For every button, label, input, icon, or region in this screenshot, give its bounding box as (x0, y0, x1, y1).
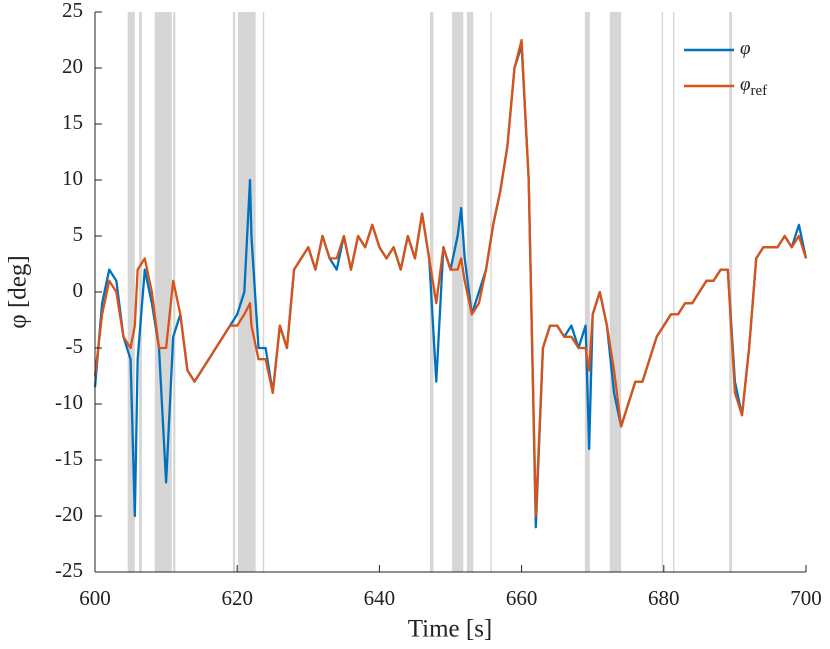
legend-label: φref (740, 74, 767, 99)
y-tick-label: 0 (73, 278, 84, 302)
y-tick-label: -20 (55, 502, 83, 526)
x-tick-label: 680 (648, 586, 680, 610)
shaded-region (262, 12, 265, 572)
legend-subscript: ref (751, 83, 768, 99)
legend-label: φ (740, 38, 751, 59)
y-tick-label: 20 (62, 54, 83, 78)
shaded-region (127, 12, 135, 572)
shaded-region (154, 12, 172, 572)
shaded-region (139, 12, 142, 572)
y-tick-label: 25 (62, 0, 83, 22)
x-tick-label: 600 (79, 586, 111, 610)
y-tick-label: -5 (66, 334, 84, 358)
series-line (93, 38, 808, 518)
x-axis-label: Time [s] (408, 616, 493, 643)
legend-name: φ (740, 38, 751, 59)
shaded-region (451, 12, 464, 572)
x-tick-label: 620 (221, 586, 253, 610)
shaded-region (584, 12, 590, 572)
y-axis-label: φ [deg] (5, 255, 32, 328)
y-tick-label: -25 (55, 558, 83, 582)
x-tick-label: 660 (506, 586, 538, 610)
series-line (93, 44, 808, 529)
y-tick-label: -10 (55, 390, 83, 414)
legend-name: φ (740, 74, 751, 95)
shaded-region (490, 12, 492, 572)
shaded-region (729, 12, 733, 572)
shaded-region (609, 12, 622, 572)
shaded-region (232, 12, 236, 572)
shaded-region (237, 12, 256, 572)
shaded-region (173, 12, 176, 572)
shaded-region (673, 12, 675, 572)
x-tick-label: 640 (364, 586, 396, 610)
shaded-region (661, 12, 664, 572)
y-tick-label: -15 (55, 446, 83, 470)
y-tick-label: 15 (62, 110, 83, 134)
x-tick-label: 700 (790, 586, 822, 610)
y-tick-label: 5 (73, 222, 84, 246)
y-tick-label: 10 (62, 166, 83, 190)
